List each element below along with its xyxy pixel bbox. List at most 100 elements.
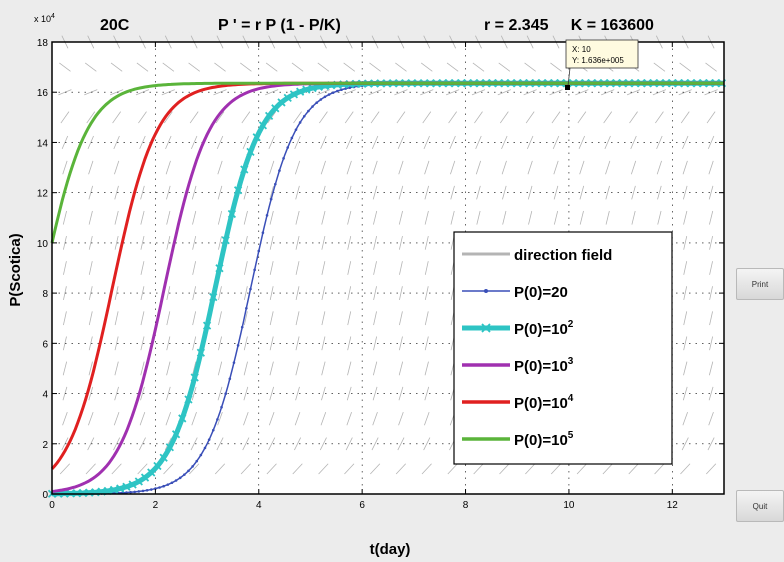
field-segment bbox=[88, 386, 94, 401]
series-point bbox=[147, 468, 156, 477]
field-segment bbox=[343, 62, 356, 72]
field-segment bbox=[450, 210, 455, 225]
series-point bbox=[220, 405, 223, 409]
field-segment bbox=[501, 135, 508, 150]
series-point bbox=[233, 186, 243, 195]
field-segment bbox=[683, 336, 688, 351]
field-segment bbox=[498, 62, 511, 72]
print-button[interactable]: Print bbox=[736, 268, 784, 300]
field-segment bbox=[605, 210, 610, 225]
field-segment bbox=[553, 210, 559, 225]
series-point bbox=[184, 395, 193, 404]
field-segment bbox=[113, 437, 121, 451]
field-segment bbox=[576, 463, 587, 475]
field-segment bbox=[708, 386, 714, 401]
field-segment bbox=[295, 286, 300, 301]
field-segment bbox=[630, 135, 637, 150]
plot-frame bbox=[51, 41, 725, 495]
field-segment bbox=[62, 160, 68, 175]
field-segment bbox=[525, 463, 536, 475]
field-segment bbox=[395, 62, 407, 72]
field-segment bbox=[423, 135, 430, 150]
field-segment bbox=[218, 286, 222, 301]
field-segment bbox=[527, 185, 533, 200]
field-segment bbox=[112, 111, 121, 124]
field-segment bbox=[140, 286, 145, 301]
field-segment bbox=[347, 210, 352, 225]
field-segment bbox=[682, 160, 688, 175]
series-point bbox=[103, 486, 112, 495]
series-point bbox=[269, 197, 273, 201]
field-segment bbox=[135, 89, 150, 96]
y-tick-label: 16 bbox=[37, 88, 49, 99]
field-segment bbox=[421, 463, 432, 475]
series-point bbox=[145, 488, 149, 492]
field-segment bbox=[268, 437, 276, 451]
data-tip-y: Y: 1.636e+005 bbox=[572, 56, 624, 65]
field-segment bbox=[243, 386, 249, 401]
field-segment bbox=[398, 160, 404, 175]
field-segment bbox=[424, 210, 429, 225]
field-segment bbox=[59, 463, 70, 475]
field-segment bbox=[471, 89, 486, 96]
field-segment bbox=[707, 135, 715, 150]
field-segment bbox=[708, 185, 714, 200]
legend-box bbox=[453, 231, 673, 465]
field-segment bbox=[294, 411, 301, 426]
series-point bbox=[133, 490, 137, 494]
series-point bbox=[137, 490, 141, 493]
field-segment bbox=[422, 111, 432, 124]
series-point bbox=[116, 484, 125, 493]
field-segment bbox=[657, 185, 662, 200]
field-segment bbox=[424, 235, 429, 250]
legend-entry: P(0)=102 bbox=[462, 319, 574, 338]
quit-button[interactable]: Quit bbox=[736, 490, 784, 522]
field-segment bbox=[242, 135, 250, 150]
legend-entry: direction field bbox=[462, 247, 612, 264]
field-segment bbox=[62, 235, 67, 250]
field-segment bbox=[601, 89, 615, 96]
field-segment bbox=[371, 437, 379, 451]
field-segment bbox=[217, 386, 223, 401]
data-tip[interactable]: X: 10 Y: 1.636e+005 bbox=[565, 39, 639, 90]
field-segment bbox=[682, 411, 688, 426]
series-point bbox=[331, 91, 335, 94]
field-segment bbox=[114, 160, 120, 175]
legend-label: P(0)=105 bbox=[514, 430, 574, 449]
header-parameters: r = 2.345 K = 163600 bbox=[484, 17, 654, 34]
series-point bbox=[154, 487, 157, 490]
field-segment bbox=[445, 89, 460, 96]
field-segment bbox=[682, 386, 688, 401]
x-tick-label: 10 bbox=[563, 500, 575, 511]
field-segment bbox=[295, 261, 300, 275]
field-segment bbox=[373, 336, 378, 351]
field-segment bbox=[578, 135, 586, 150]
field-segment bbox=[497, 89, 511, 96]
field-segment bbox=[110, 62, 123, 72]
field-segment bbox=[394, 89, 408, 96]
field-segment bbox=[369, 62, 381, 72]
legend: direction field P(0)=20 P(0)=102 P(0)=103 P(… bbox=[453, 231, 673, 465]
series-point bbox=[129, 490, 132, 494]
field-segment bbox=[161, 89, 175, 96]
field-segment bbox=[372, 185, 378, 200]
field-segment bbox=[166, 286, 171, 301]
field-segment bbox=[111, 463, 122, 475]
field-segment bbox=[424, 185, 430, 200]
field-segment bbox=[321, 261, 326, 275]
field-segment bbox=[166, 361, 171, 376]
field-segment bbox=[395, 463, 406, 475]
series-point bbox=[253, 268, 256, 272]
field-segment bbox=[602, 463, 613, 475]
field-segment bbox=[216, 437, 224, 451]
field-segment bbox=[165, 386, 171, 401]
field-segment bbox=[502, 210, 507, 225]
field-segment bbox=[192, 210, 197, 225]
field-segment bbox=[137, 463, 148, 475]
field-segment bbox=[706, 111, 716, 124]
data-tip-pointer bbox=[567, 67, 571, 87]
field-segment bbox=[295, 185, 300, 200]
axis-ticks: 0 2 4 6 8 10 12 0 2 4 6 8 10 12 14 16 18 bbox=[37, 38, 724, 511]
series-point bbox=[258, 121, 268, 130]
